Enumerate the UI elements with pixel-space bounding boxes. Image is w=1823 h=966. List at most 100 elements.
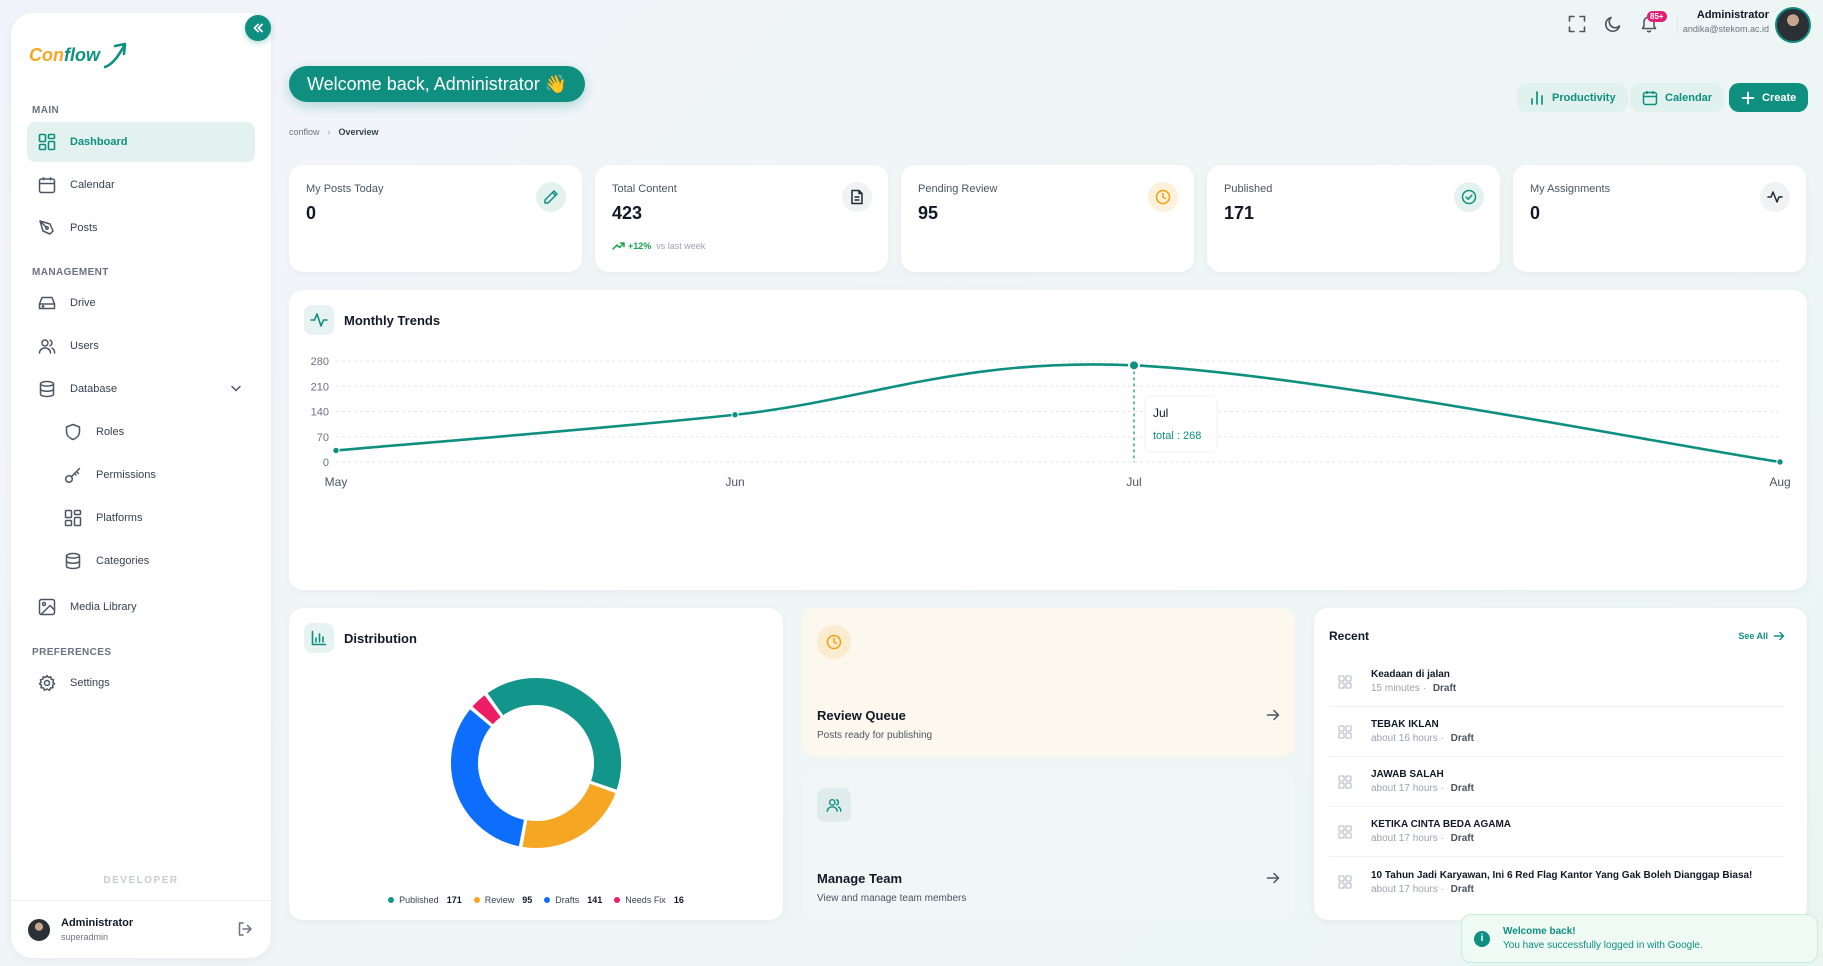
grid-icon [63, 508, 83, 528]
see-all-label: See All [1738, 631, 1768, 641]
welcome-banner: Welcome back, Administrator 👋 [289, 66, 586, 102]
sidebar-item-label: Media Library [70, 601, 137, 613]
sidebar-item-media-library[interactable]: Media Library [27, 587, 255, 627]
recent-item-title: JAWAB SALAH [1371, 769, 1444, 780]
data-point [731, 411, 739, 419]
fullscreen-button[interactable] [1566, 13, 1588, 35]
create-button[interactable]: Create [1729, 83, 1809, 112]
sidebar-item-roles[interactable]: Roles [53, 412, 255, 452]
activity-icon [1760, 182, 1790, 212]
users-icon [817, 788, 851, 822]
logo[interactable]: Conflow [29, 41, 128, 69]
x-tick-label: May [325, 475, 348, 489]
recent-item-time: about 17 hours [1371, 883, 1438, 895]
stat-label: Total Content [612, 183, 677, 195]
trending-up-icon [612, 241, 625, 251]
sidebar: Conflow MAIN Dashboard Calendar Posts MA… [11, 13, 271, 958]
productivity-label: Productivity [1552, 91, 1616, 104]
sidebar-user-profile[interactable]: Administrator superadmin [11, 900, 271, 958]
list-item[interactable]: TEBAK IKLAN about 16 hours · Draft [1329, 707, 1785, 757]
users-icon [37, 336, 57, 356]
list-item[interactable]: Keadaan di jalan 15 minutes · Draft [1329, 657, 1785, 707]
sidebar-item-categories[interactable]: Categories [53, 541, 255, 581]
document-icon [842, 182, 872, 212]
database-icon [63, 551, 83, 571]
breadcrumb: conflow › Overview [289, 127, 379, 137]
info-icon: i [1474, 930, 1490, 947]
chevrons-left-icon [251, 21, 265, 35]
manage-team-title: Manage Team [817, 871, 903, 886]
legend-label: Needs Fix [625, 895, 666, 905]
x-tick-label: Jun [725, 475, 744, 489]
stat-card-my-assignments[interactable]: My Assignments 0 [1513, 165, 1806, 272]
collapse-sidebar-button[interactable] [245, 15, 271, 41]
stat-card-my-posts-today[interactable]: My Posts Today 0 [289, 165, 582, 272]
distribution-panel: Distribution Published 171 Review 95 Drafts 1… [289, 608, 783, 920]
avatar [26, 916, 52, 943]
stat-value: 0 [306, 203, 317, 223]
legend-value: 171 [446, 895, 462, 905]
pie-slice-published [484, 676, 623, 793]
logout-icon[interactable] [237, 921, 253, 937]
calendar-button[interactable]: Calendar [1630, 83, 1725, 112]
arrow-right-icon [1266, 871, 1280, 885]
sidebar-item-settings[interactable]: Settings [27, 663, 255, 703]
stat-value: 423 [612, 203, 643, 223]
sidebar-item-platforms[interactable]: Platforms [53, 498, 255, 538]
recent-item-title: TEBAK IKLAN [1371, 719, 1439, 730]
clock-icon [817, 625, 851, 659]
header-user-info[interactable]: Administrator andika@stekom.ac.id [1683, 9, 1769, 34]
logo-text-flow: flow [64, 44, 100, 65]
toast-message: You have successfully logged in with Goo… [1503, 940, 1703, 951]
header-avatar[interactable] [1775, 7, 1811, 43]
legend-value: 95 [522, 895, 533, 905]
legend-item: Published 171 [388, 895, 462, 905]
sidebar-item-database[interactable]: Database [27, 369, 255, 409]
review-queue-title: Review Queue [817, 708, 906, 723]
developer-label: DEVELOPER [103, 875, 179, 886]
calendar-icon [37, 175, 57, 195]
manage-team-card[interactable]: Manage Team View and manage team members [802, 771, 1295, 920]
section-management: MANAGEMENT [32, 267, 109, 278]
chevron-down-icon[interactable] [229, 381, 243, 395]
toast-title: Welcome back! [1503, 926, 1576, 937]
stat-card-pending-review[interactable]: Pending Review 95 [901, 165, 1194, 272]
key-icon [63, 465, 83, 485]
theme-toggle-button[interactable] [1602, 13, 1624, 35]
grid-icon [1329, 824, 1361, 839]
list-item[interactable]: JAWAB SALAH about 17 hours · Draft [1329, 757, 1785, 807]
recent-item-status: Draft [1450, 783, 1474, 794]
stat-trend-value: +12% [628, 241, 652, 251]
stat-card-total-content[interactable]: Total Content 423 +12% vs last week [595, 165, 888, 272]
sidebar-item-drive[interactable]: Drive [27, 283, 255, 323]
arrow-right-icon [1266, 708, 1280, 722]
stat-label: Published [1224, 183, 1273, 195]
stat-card-published[interactable]: Published 171 [1207, 165, 1500, 272]
tooltip-value: total : 268 [1153, 430, 1201, 442]
y-tick-label: 140 [311, 407, 329, 419]
legend-dot [473, 897, 480, 903]
sidebar-user-role: superadmin [61, 932, 109, 942]
data-point [332, 446, 340, 455]
sidebar-item-permissions[interactable]: Permissions [53, 455, 255, 495]
distribution-header: Distribution [304, 623, 417, 653]
monthly-trends-chart: 0 70 140 210 280 May Jun Jul Aug Jul total : 268 [311, 356, 1791, 489]
x-tick-label: Jul [1126, 475, 1141, 489]
sidebar-item-users[interactable]: Users [27, 326, 255, 366]
list-item[interactable]: 10 Tahun Jadi Karyawan, Ini 6 Red Flag K… [1329, 857, 1785, 907]
recent-item-status: Draft [1450, 733, 1474, 744]
sidebar-item-label: Platforms [96, 512, 143, 524]
stat-label: My Posts Today [306, 183, 384, 195]
sidebar-item-posts[interactable]: Posts [27, 208, 255, 248]
productivity-button[interactable]: Productivity [1517, 83, 1628, 112]
see-all-link[interactable]: See All [1738, 630, 1785, 642]
list-item[interactable]: KETIKA CINTA BEDA AGAMA about 17 hours ·… [1329, 807, 1785, 857]
header-user-email: andika@stekom.ac.id [1682, 24, 1769, 34]
breadcrumb-root[interactable]: conflow [289, 127, 320, 137]
review-queue-card[interactable]: Review Queue Posts ready for publishing [802, 608, 1295, 757]
sidebar-item-label: Database [70, 383, 118, 395]
bar-chart-icon [304, 623, 334, 653]
sidebar-item-dashboard[interactable]: Dashboard [27, 122, 255, 162]
login-toast[interactable]: i Welcome back! You have successfully lo… [1461, 914, 1818, 963]
sidebar-item-calendar[interactable]: Calendar [27, 165, 255, 205]
